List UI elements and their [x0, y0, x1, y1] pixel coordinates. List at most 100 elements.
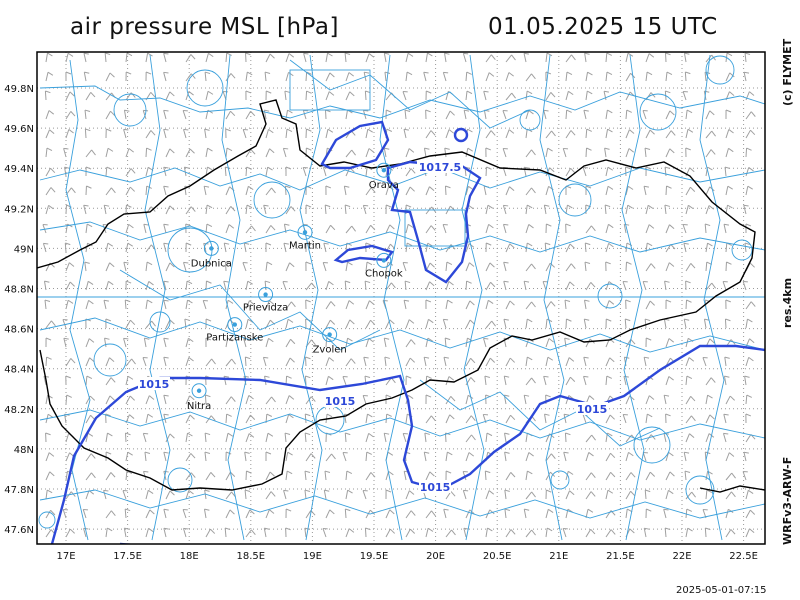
- wind-barb: [365, 338, 374, 348]
- wind-barb: [583, 356, 589, 367]
- wind-barb: [442, 318, 449, 329]
- wind-barb: [725, 185, 733, 196]
- wind-barb: [625, 339, 636, 348]
- wind-barb: [643, 356, 650, 367]
- wind-barb: [423, 147, 430, 158]
- wind-barb: [585, 128, 592, 139]
- wind-barb: [444, 337, 451, 348]
- wind-barb: [605, 52, 613, 63]
- wind-barb: [45, 129, 55, 139]
- wind-barb: [685, 128, 694, 139]
- wind-barb: [405, 186, 415, 196]
- wind-barb: [485, 299, 494, 310]
- wind-barb: [585, 452, 594, 462]
- wind-barb: [585, 71, 593, 82]
- wind-barb: [565, 243, 575, 253]
- wind-barb: [345, 489, 353, 500]
- wind-barb: [684, 71, 691, 82]
- wind-barb: [284, 432, 291, 443]
- wind-barb: [405, 52, 414, 63]
- city-orava[interactable]: Orava: [369, 162, 399, 191]
- city-marker-dot: [302, 230, 308, 235]
- wind-barb: [325, 91, 335, 101]
- city-chopok[interactable]: Chopok: [365, 252, 403, 279]
- wind-barb: [65, 299, 74, 310]
- wind-barb: [125, 395, 135, 405]
- wind-barb: [143, 337, 150, 348]
- wind-barb: [403, 128, 409, 139]
- wind-barb: [325, 301, 336, 310]
- city-prievidza[interactable]: Prievidza: [243, 287, 288, 314]
- wind-barb: [265, 396, 276, 405]
- wind-barb: [584, 261, 591, 272]
- wind-barb: [305, 282, 316, 291]
- wind-barb: [103, 204, 110, 215]
- wind-barb: [225, 471, 236, 481]
- wind-barb: [545, 71, 552, 82]
- wind-barb: [444, 52, 450, 63]
- wind-barb: [445, 414, 455, 424]
- wind-barb: [325, 185, 332, 196]
- wind-barb: [525, 356, 533, 367]
- wind-barb: [185, 395, 195, 405]
- city-label: Partizanske: [206, 333, 263, 344]
- city-partizanske[interactable]: Partizanske: [206, 317, 263, 344]
- wind-barb: [462, 52, 469, 63]
- wind-barb: [683, 52, 690, 63]
- wind-barb: [545, 147, 553, 158]
- city-dubnica[interactable]: Dubnica: [191, 240, 232, 269]
- wind-barb: [145, 320, 156, 329]
- wind-barb: [304, 413, 311, 424]
- wind-barb: [465, 300, 475, 310]
- wind-barb: [304, 432, 311, 443]
- wind-barb: [545, 356, 554, 367]
- wind-barb: [125, 204, 132, 215]
- wind-barb: [265, 261, 273, 272]
- wind-barb: [85, 318, 92, 329]
- wind-barb: [285, 395, 295, 405]
- wind-barb: [245, 185, 254, 196]
- wind-barb: [745, 318, 753, 329]
- wind-barb: [742, 280, 748, 291]
- wind-barb: [405, 168, 416, 177]
- wind-barb: [125, 358, 136, 367]
- wind-barb: [105, 510, 116, 519]
- wind-barb: [342, 452, 348, 462]
- wind-barb: [665, 71, 673, 82]
- wind-barb: [585, 434, 596, 443]
- wind-barb: [284, 90, 290, 101]
- wind-barb: [385, 204, 392, 215]
- wind-barb: [65, 528, 75, 538]
- wind-barb: [105, 242, 114, 253]
- wind-barb: [544, 413, 550, 424]
- wind-barb: [505, 72, 514, 82]
- city-nitra[interactable]: Nitra: [187, 383, 211, 412]
- wind-barb: [665, 148, 675, 158]
- lon-tick-label: 17E: [56, 551, 75, 562]
- wind-barb: [605, 452, 616, 462]
- wind-barb: [702, 357, 708, 367]
- wind-barb: [285, 414, 294, 424]
- wind-barb: [182, 109, 188, 120]
- wind-barb: [185, 73, 196, 82]
- wind-barb: [725, 472, 736, 481]
- wind-barb: [404, 109, 411, 120]
- wind-barb: [45, 452, 55, 462]
- wind-barb: [585, 282, 596, 291]
- wind-barb: [305, 510, 316, 519]
- city-zvolen[interactable]: Zvolen: [313, 327, 347, 356]
- wind-barb: [205, 358, 216, 367]
- wind-barb: [125, 280, 132, 291]
- wind-barb: [305, 396, 316, 405]
- city-martin[interactable]: Martin: [289, 224, 321, 251]
- wind-barb: [425, 299, 432, 310]
- wind-barb: [605, 261, 611, 272]
- wind-barb: [103, 299, 109, 310]
- wind-barb: [465, 243, 475, 253]
- wind-barb: [45, 147, 53, 158]
- wind-barb: [744, 52, 751, 63]
- lon-tick-label: 18.5E: [237, 551, 266, 562]
- wind-barb: [45, 187, 56, 196]
- wind-barb: [625, 109, 632, 120]
- wind-barb: [285, 451, 293, 462]
